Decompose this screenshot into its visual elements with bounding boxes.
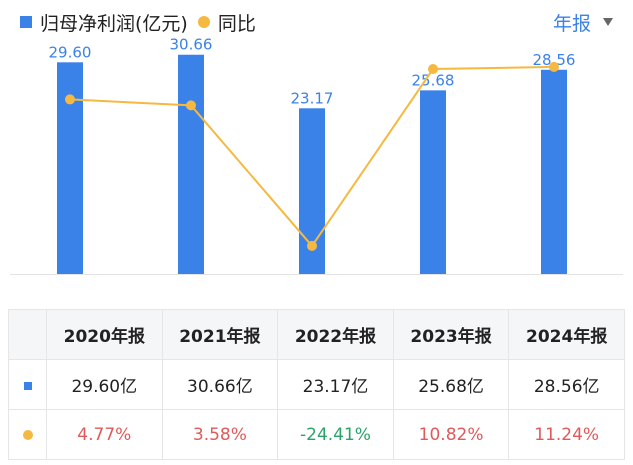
table-header-cell: 2022年报	[277, 309, 394, 360]
table-header-cell: 2021年报	[161, 309, 279, 360]
profit-cell: 28.56亿	[508, 359, 625, 410]
profit-row-marker	[8, 359, 47, 410]
bar-value-label: 23.17	[291, 89, 334, 107]
profit-cell: 29.60亿	[46, 359, 163, 410]
yoy-point	[307, 240, 317, 251]
bar	[178, 54, 204, 275]
legend: 归母净利润(亿元) 同比	[20, 8, 256, 36]
table-header-cell: 2023年报	[392, 309, 510, 360]
caret-down-icon	[603, 18, 613, 26]
table-header-cell: 2020年报	[46, 309, 163, 360]
yoy-row-marker	[8, 409, 47, 460]
profit-cell: 30.66亿	[161, 359, 279, 410]
line-legend-swatch	[197, 16, 210, 28]
yoy-point	[428, 64, 438, 75]
table-header-row: 2020年报 2021年报 2022年报 2023年报 2024年报	[8, 309, 625, 360]
table-corner-cell	[8, 309, 47, 360]
bar	[420, 90, 446, 274]
period-selector-label: 年报	[552, 12, 591, 35]
profit-cell: 25.68亿	[392, 359, 510, 410]
legend-series1-label: 归母净利润(亿元)	[40, 12, 188, 35]
table-row-yoy: 4.77% 3.58% -24.41% 10.82% 11.24%	[8, 409, 625, 460]
yoy-point	[549, 61, 559, 72]
bar	[541, 69, 567, 275]
yoy-cell: 4.77%	[46, 409, 163, 460]
yoy-point	[65, 94, 75, 105]
bar-value-label: 25.68	[412, 71, 455, 89]
dot-marker-icon	[22, 429, 33, 440]
table-header-cell: 2024年报	[508, 309, 625, 360]
bar-legend-swatch	[20, 16, 32, 28]
bar-value-label: 29.60	[49, 43, 92, 61]
profit-cell: 23.17亿	[277, 359, 394, 410]
yoy-point	[186, 100, 196, 111]
yoy-cell: 11.24%	[508, 409, 625, 460]
yoy-cell: 3.58%	[161, 409, 279, 460]
yoy-cell: 10.82%	[392, 409, 510, 460]
square-marker-icon	[23, 381, 32, 390]
bar-value-label: 28.56	[533, 51, 576, 69]
table-row-profit: 29.60亿 30.66亿 23.17亿 25.68亿 28.56亿	[8, 359, 625, 410]
bar	[57, 62, 83, 274]
yoy-cell: -24.41%	[277, 409, 394, 460]
data-table: 2020年报 2021年报 2022年报 2023年报 2024年报 29.60…	[8, 309, 625, 460]
legend-series2-label: 同比	[217, 12, 256, 35]
profit-chart: 29.60 30.66 23.17 25.68 28.56	[10, 36, 623, 275]
period-selector[interactable]: 年报	[553, 8, 613, 36]
bar-value-label: 30.66	[170, 36, 213, 54]
